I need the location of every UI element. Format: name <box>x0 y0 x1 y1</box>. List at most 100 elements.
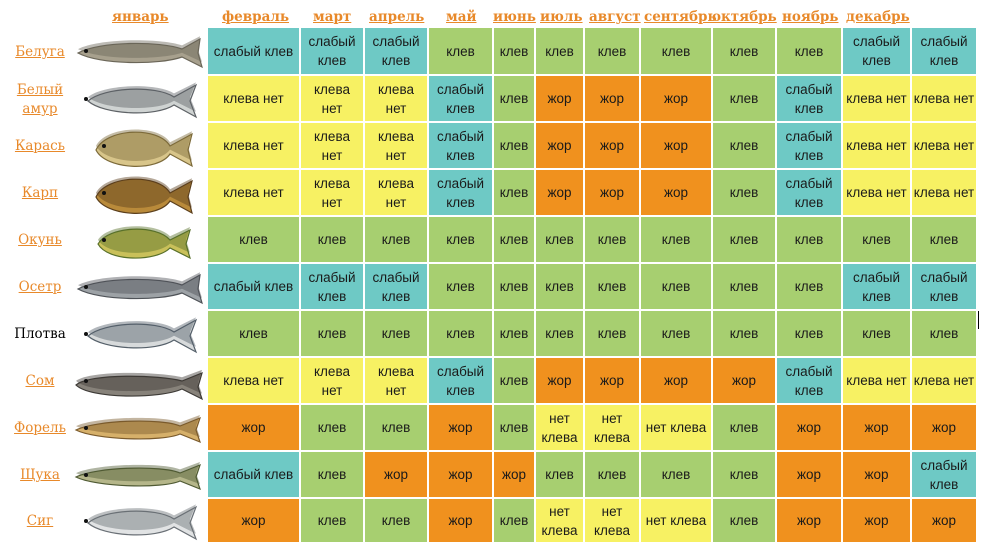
status-cell-no-alt: нет клева <box>641 499 713 544</box>
month-header-10[interactable]: октябрь <box>712 9 777 25</box>
status-cell-bite: клев <box>429 28 494 76</box>
status-cell-bite: клев <box>365 311 429 358</box>
status-cell-zhor: жор <box>777 452 843 499</box>
status-cell-zhor: жор <box>641 358 713 405</box>
status-cell-bite: клев <box>208 311 301 358</box>
status-cell-weak: слабый клев <box>208 452 301 499</box>
status-cell-bite: клев <box>494 217 536 264</box>
grass-carp-image <box>70 77 206 128</box>
status-cell-bite: клев <box>208 217 301 264</box>
sturgeon-image <box>70 265 206 316</box>
status-cell-zhor: жор <box>843 405 912 452</box>
month-header-11[interactable]: ноябрь <box>782 9 839 25</box>
status-cell-zhor: жор <box>585 123 641 170</box>
status-cell-weak: слабый клев <box>777 76 843 123</box>
status-cell-bite: клев <box>536 28 585 76</box>
status-cell-bite: клев <box>843 217 912 264</box>
status-cell-bite: клев <box>641 452 713 499</box>
fish-name-link[interactable]: Карась <box>14 138 66 154</box>
status-cell-bite: клев <box>494 358 536 405</box>
fish-name-link[interactable]: Сиг <box>26 513 54 529</box>
status-cell-zhor: жор <box>536 358 585 405</box>
fish-name-link[interactable]: Белуга <box>15 44 65 60</box>
month-header-6[interactable]: июнь <box>493 9 536 25</box>
status-cell-no: клева нет <box>301 123 365 170</box>
fish-name-link[interactable]: Сом <box>25 373 55 389</box>
status-cell-zhor: жор <box>429 452 494 499</box>
status-cell-bite: клев <box>713 264 777 311</box>
status-cell-weak: слабый клев <box>429 76 494 123</box>
status-cell-no: клева нет <box>365 76 429 123</box>
month-header-2[interactable]: февраль <box>222 9 290 25</box>
status-cell-no: клева нет <box>301 170 365 217</box>
status-cell-weak: слабый клев <box>912 264 978 311</box>
status-cell-weak: слабый клев <box>912 452 978 499</box>
carp-image <box>70 171 206 222</box>
month-header-3[interactable]: март <box>313 9 352 25</box>
status-cell-bite: клев <box>713 405 777 452</box>
status-cell-bite: клев <box>641 28 713 76</box>
fish-name-link[interactable]: Форель <box>14 420 66 436</box>
status-cell-no: клева нет <box>365 170 429 217</box>
status-cell-no: клева нет <box>912 358 978 405</box>
fish-row-header: Окунь <box>0 217 208 264</box>
status-cell-weak: слабый клев <box>912 28 978 76</box>
fish-name-link[interactable]: Щука <box>20 467 60 483</box>
status-cell-bite: клев <box>494 76 536 123</box>
status-cell-bite: клев <box>713 452 777 499</box>
fish-row-header: Белый амур <box>0 76 208 123</box>
roach-image <box>70 312 206 363</box>
status-cell-bite: клев <box>494 123 536 170</box>
status-cell-bite: клев <box>365 217 429 264</box>
fish-name-link[interactable]: Карп <box>21 185 59 201</box>
status-cell-zhor: жор <box>494 452 536 499</box>
status-cell-bite: клев <box>777 28 843 76</box>
status-cell-weak: слабый клев <box>843 264 912 311</box>
month-header-4[interactable]: апрель <box>369 9 425 25</box>
month-header-12[interactable]: декабрь <box>846 9 910 25</box>
status-cell-bite: клев <box>843 311 912 358</box>
status-cell-no: клева нет <box>301 358 365 405</box>
status-cell-zhor: жор <box>585 358 641 405</box>
status-cell-bite: клев <box>365 499 429 544</box>
status-cell-bite: клев <box>641 264 713 311</box>
month-header-8[interactable]: август <box>589 9 641 25</box>
status-cell-zhor: жор <box>365 452 429 499</box>
status-cell-bite: клев <box>494 311 536 358</box>
status-cell-bite: клев <box>713 170 777 217</box>
status-cell-bite: клев <box>536 452 585 499</box>
status-cell-weak: слабый клев <box>429 358 494 405</box>
status-cell-no: клева нет <box>365 123 429 170</box>
status-cell-zhor: жор <box>713 358 777 405</box>
status-cell-bite: клев <box>494 405 536 452</box>
fish-row-header: Форель <box>0 405 208 452</box>
status-cell-bite: клев <box>641 311 713 358</box>
status-cell-bite: клев <box>429 217 494 264</box>
fish-name-link[interactable]: Белый амур <box>16 82 64 117</box>
status-cell-zhor: жор <box>641 123 713 170</box>
trout-image <box>70 406 206 457</box>
fish-row-header: Сиг <box>0 499 208 544</box>
month-header-7[interactable]: июль <box>540 9 583 25</box>
fish-name-link: Плотва <box>14 326 66 342</box>
status-cell-zhor: жор <box>843 499 912 544</box>
cursor-marker <box>978 311 979 329</box>
month-header-9[interactable]: сентябрь <box>644 9 717 25</box>
status-cell-zhor: жор <box>641 170 713 217</box>
status-cell-no-alt: нет клева <box>585 499 641 544</box>
status-cell-zhor: жор <box>429 405 494 452</box>
status-cell-bite: клев <box>301 311 365 358</box>
status-cell-weak: слабый клев <box>777 358 843 405</box>
status-cell-bite: клев <box>301 452 365 499</box>
status-cell-zhor: жор <box>912 405 978 452</box>
fish-name-link[interactable]: Окунь <box>18 232 62 248</box>
status-cell-no-alt: нет клева <box>585 405 641 452</box>
status-cell-bite: клев <box>585 264 641 311</box>
status-cell-bite: клев <box>777 311 843 358</box>
fish-name-link[interactable]: Осетр <box>18 279 62 295</box>
month-header-1[interactable]: январь <box>112 9 169 25</box>
status-cell-no: клева нет <box>301 76 365 123</box>
status-cell-bite: клев <box>713 499 777 544</box>
status-cell-bite: клев <box>494 28 536 76</box>
month-header-5[interactable]: май <box>446 9 477 25</box>
